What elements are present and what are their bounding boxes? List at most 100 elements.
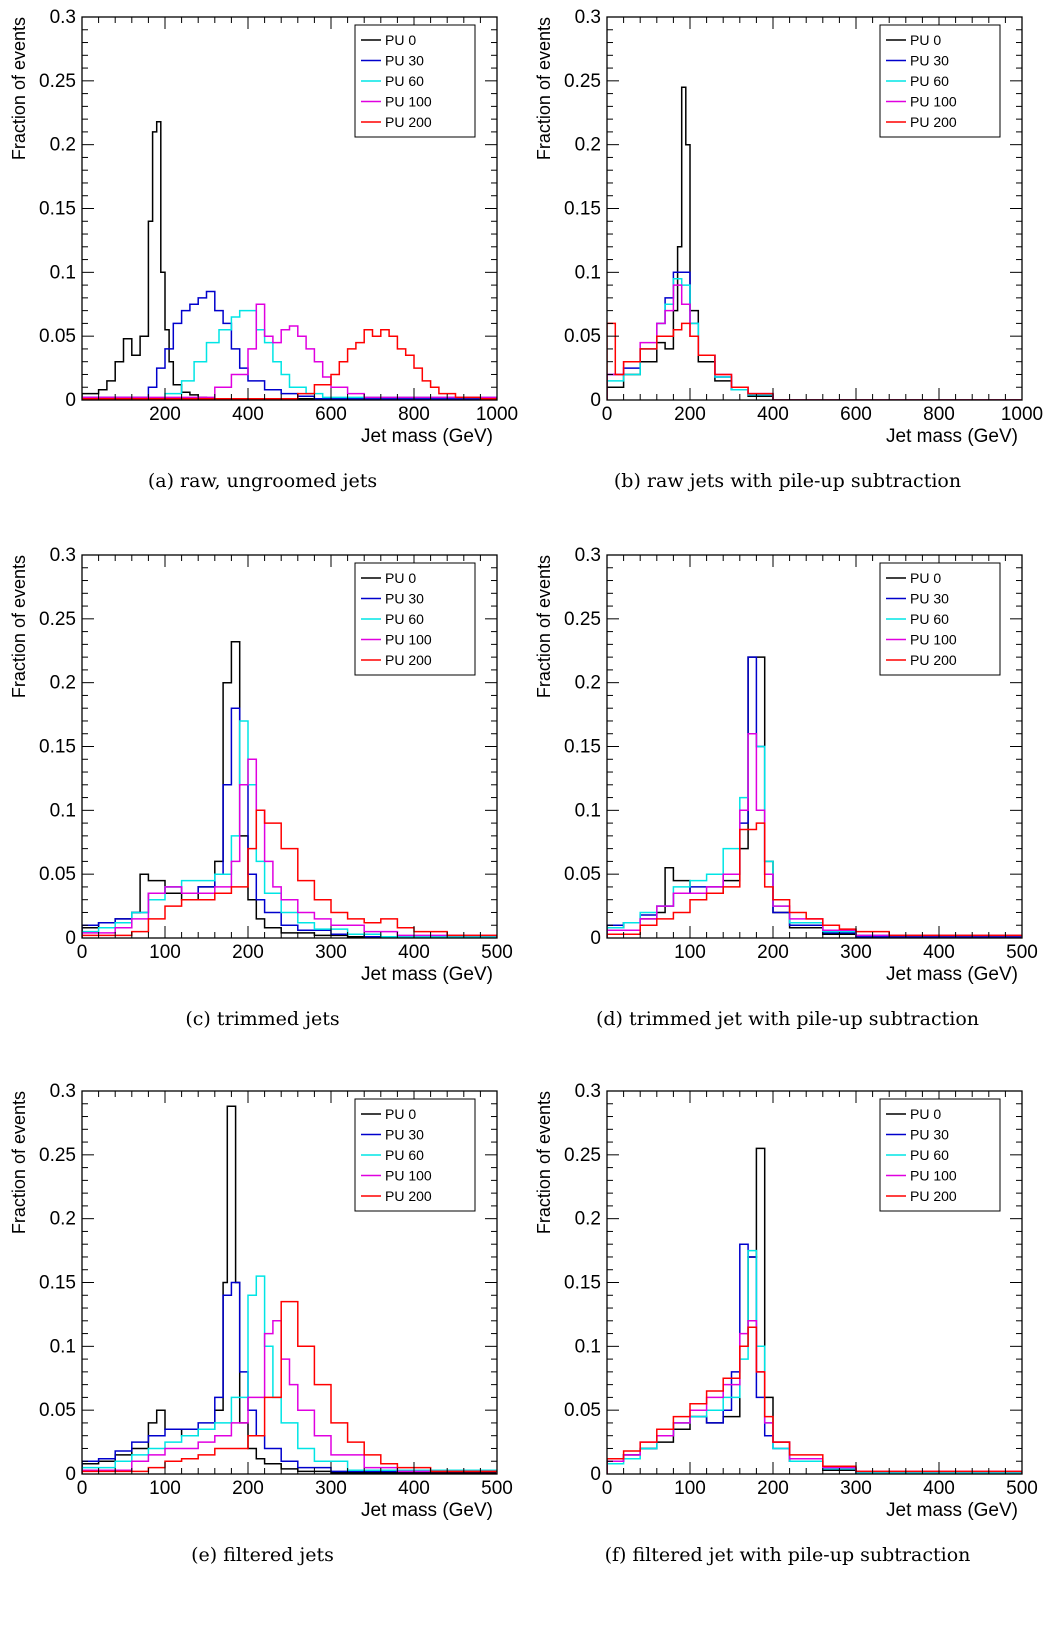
legend-label: PU 200 bbox=[385, 652, 432, 668]
y-tick-label: 0.3 bbox=[50, 545, 76, 566]
caption-d: (d) trimmed jet with pile-up subtraction bbox=[595, 1008, 979, 1030]
series-line-pu200 bbox=[82, 809, 497, 938]
y-tick-label: 0.3 bbox=[575, 545, 601, 566]
x-axis-title: Jet mass (GeV) bbox=[886, 964, 1018, 985]
x-tick-label: 200 bbox=[149, 404, 181, 425]
legend-label: PU 60 bbox=[910, 611, 949, 627]
y-tick-label: 0.15 bbox=[39, 199, 76, 220]
y-tick-label: 0.25 bbox=[39, 71, 76, 92]
legend-label: PU 0 bbox=[910, 1106, 941, 1122]
series-group bbox=[607, 86, 1022, 400]
y-tick-label: 0.05 bbox=[564, 864, 601, 885]
y-tick-label: 0.05 bbox=[564, 1400, 601, 1421]
caption-b: (b) raw jets with pile-up subtraction bbox=[613, 470, 962, 492]
legend-label: PU 30 bbox=[910, 53, 949, 69]
x-tick-label: 300 bbox=[840, 942, 872, 963]
x-axis-title: Jet mass (GeV) bbox=[361, 1500, 493, 1521]
caption-c: (c) trimmed jets bbox=[185, 1008, 340, 1030]
y-tick-label: 0.1 bbox=[50, 800, 76, 821]
legend-label: PU 100 bbox=[385, 94, 432, 110]
series-line-pu100 bbox=[607, 732, 1022, 938]
x-axis-title: Jet mass (GeV) bbox=[361, 964, 493, 985]
series-line-pu60 bbox=[607, 732, 1022, 938]
x-tick-label: 600 bbox=[315, 404, 347, 425]
series-line-pu200 bbox=[607, 322, 1022, 400]
x-tick-label: 100 bbox=[674, 942, 706, 963]
x-tick-label: 100 bbox=[674, 1478, 706, 1499]
x-tick-label: 300 bbox=[840, 1478, 872, 1499]
x-tick-label: 500 bbox=[1006, 1478, 1038, 1499]
legend-label: PU 60 bbox=[385, 73, 424, 89]
series-group bbox=[82, 120, 497, 400]
x-tick-label: 400 bbox=[232, 404, 264, 425]
legend-label: PU 0 bbox=[385, 570, 416, 586]
y-tick-label: 0.2 bbox=[50, 673, 76, 694]
legend-label: PU 200 bbox=[910, 652, 957, 668]
caption-e: (e) filtered jets bbox=[191, 1544, 334, 1566]
y-axis-title: Fraction of events bbox=[534, 17, 554, 160]
x-tick-label: 400 bbox=[398, 942, 430, 963]
y-tick-label: 0.1 bbox=[50, 262, 76, 283]
y-tick-label: 0 bbox=[65, 1464, 76, 1485]
x-axis-title: Jet mass (GeV) bbox=[886, 1500, 1018, 1521]
y-tick-label: 0.1 bbox=[575, 1336, 601, 1357]
series-line-pu30 bbox=[82, 290, 497, 400]
x-tick-label: 100 bbox=[149, 1478, 181, 1499]
x-tick-label: 500 bbox=[481, 942, 513, 963]
y-tick-label: 0.15 bbox=[564, 1273, 601, 1294]
y-tick-label: 0.15 bbox=[39, 737, 76, 758]
series-line-pu60 bbox=[82, 1275, 497, 1474]
series-line-pu200 bbox=[82, 1300, 497, 1474]
x-tick-label: 400 bbox=[923, 1478, 955, 1499]
y-tick-label: 0.25 bbox=[564, 71, 601, 92]
series-line-pu30 bbox=[82, 707, 497, 938]
x-tick-label: 400 bbox=[757, 404, 789, 425]
y-tick-label: 0.05 bbox=[564, 326, 601, 347]
y-tick-label: 0.05 bbox=[39, 864, 76, 885]
y-axis-title: Fraction of events bbox=[9, 555, 29, 698]
x-tick-label: 800 bbox=[923, 404, 955, 425]
legend-label: PU 100 bbox=[910, 1168, 957, 1184]
legend-label: PU 30 bbox=[385, 1127, 424, 1143]
series-group bbox=[82, 641, 497, 938]
series-line-pu200 bbox=[82, 329, 497, 400]
x-tick-label: 1000 bbox=[476, 404, 518, 425]
legend-label: PU 30 bbox=[385, 591, 424, 607]
x-tick-label: 500 bbox=[1006, 942, 1038, 963]
y-tick-label: 0.25 bbox=[564, 609, 601, 630]
x-tick-label: 0 bbox=[77, 1478, 88, 1499]
chart-a: 0 0.05 0.1 0.15 0.2 0.25 0.3 200 400 600 800 1000Je… bbox=[9, 7, 518, 447]
series-line-pu60 bbox=[607, 277, 1022, 400]
series-line-pu30 bbox=[607, 1243, 1022, 1474]
x-tick-label: 500 bbox=[481, 1478, 513, 1499]
y-tick-label: 0.1 bbox=[50, 1336, 76, 1357]
x-tick-label: 200 bbox=[674, 404, 706, 425]
y-tick-label: 0.2 bbox=[50, 135, 76, 156]
y-axis-title: Fraction of events bbox=[534, 1091, 554, 1234]
x-tick-label: 200 bbox=[232, 942, 264, 963]
chart-d: 0 0.05 0.1 0.15 0.2 0.25 0.3 100 200 300 400 500Jet… bbox=[534, 545, 1038, 985]
y-tick-label: 0.3 bbox=[50, 7, 76, 28]
legend-label: PU 100 bbox=[910, 632, 957, 648]
y-tick-label: 0.15 bbox=[39, 1273, 76, 1294]
series-line-pu0 bbox=[82, 641, 497, 938]
legend-label: PU 60 bbox=[385, 611, 424, 627]
y-tick-label: 0.3 bbox=[575, 7, 601, 28]
series-line-pu60 bbox=[82, 309, 497, 400]
y-tick-label: 0.05 bbox=[39, 326, 76, 347]
series-line-pu30 bbox=[607, 656, 1022, 938]
series-group bbox=[607, 1147, 1022, 1474]
y-tick-label: 0.05 bbox=[39, 1400, 76, 1421]
x-tick-label: 400 bbox=[923, 942, 955, 963]
y-tick-label: 0.25 bbox=[39, 609, 76, 630]
chart-e: 0 0.05 0.1 0.15 0.2 0.25 0.3 0 100 200 300 400 500Je… bbox=[9, 1081, 513, 1521]
x-tick-label: 800 bbox=[398, 404, 430, 425]
caption-f: (f) filtered jet with pile-up subtractio… bbox=[604, 1544, 971, 1566]
legend-label: PU 30 bbox=[910, 591, 949, 607]
y-tick-label: 0 bbox=[590, 1464, 601, 1485]
series-line-pu100 bbox=[82, 303, 497, 400]
y-tick-label: 0.2 bbox=[575, 1209, 601, 1230]
legend-label: PU 0 bbox=[385, 1106, 416, 1122]
x-tick-label: 100 bbox=[149, 942, 181, 963]
